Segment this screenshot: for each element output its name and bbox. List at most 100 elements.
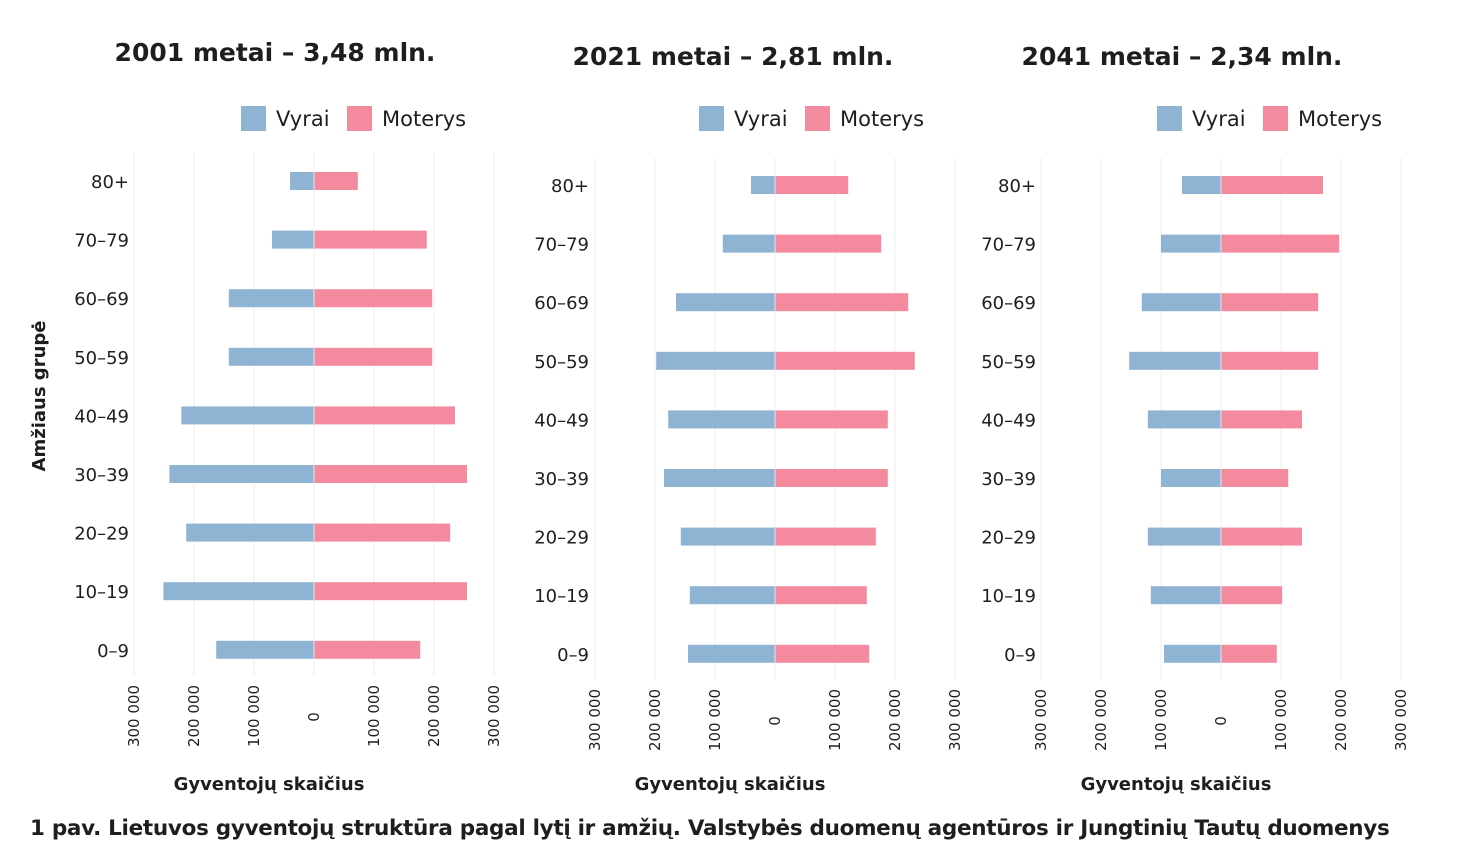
- legend: Vyrai Moterys: [241, 106, 466, 131]
- bar-female: [314, 289, 433, 308]
- x-tick-label: 0: [1212, 716, 1230, 726]
- bar-male: [1164, 644, 1221, 663]
- age-group-label: 20–29: [981, 528, 1036, 549]
- bar-female: [1221, 293, 1319, 312]
- bar-male: [216, 640, 314, 659]
- pyramid-panel-1: 2021 metai – 2,81 mln. Vyrai Moterys 80+ 70–…: [534, 42, 964, 795]
- bar-male: [1150, 586, 1221, 605]
- age-group-label: 60–69: [74, 289, 129, 310]
- legend-swatch-female: [347, 106, 372, 131]
- bar-male: [668, 410, 775, 429]
- age-group-label: 40–49: [74, 406, 129, 427]
- bar-male: [676, 293, 775, 312]
- bar-male: [169, 465, 314, 483]
- bar-female: [775, 351, 915, 370]
- bar-male: [664, 469, 775, 487]
- age-group-label: 70–79: [74, 231, 129, 252]
- legend-swatch-male: [699, 106, 724, 131]
- x-tick-label: 200 000: [1332, 689, 1350, 751]
- bar-male: [228, 289, 314, 308]
- legend-label-female: Moterys: [1298, 107, 1382, 131]
- age-group-label: 10–19: [74, 582, 129, 603]
- bar-female: [314, 640, 421, 659]
- age-group-label: 0–9: [97, 641, 129, 662]
- legend-swatch-female: [805, 106, 830, 131]
- legend: Vyrai Moterys: [699, 106, 924, 131]
- x-tick-label: 300 000: [586, 689, 604, 751]
- x-tick-label: 0: [766, 716, 784, 726]
- legend-swatch-male: [1157, 106, 1182, 131]
- age-group-label: 20–29: [74, 524, 129, 545]
- legend-label-male: Vyrai: [734, 107, 788, 131]
- x-tick-label: 300 000: [485, 685, 503, 747]
- bar-female: [775, 586, 867, 605]
- bar-female: [775, 644, 870, 663]
- chart-title: 2041 metai – 2,34 mln.: [1022, 42, 1343, 71]
- bar-male: [228, 347, 314, 366]
- age-group-label: 0–9: [557, 645, 589, 666]
- age-group-label: 10–19: [981, 586, 1036, 607]
- bar-female: [314, 523, 451, 542]
- bar-female: [1221, 410, 1302, 429]
- bar-male: [1161, 469, 1221, 487]
- x-tick-label: 200 000: [646, 689, 664, 751]
- bar-female: [314, 465, 467, 483]
- bar-female: [314, 582, 467, 601]
- age-group-label: 30–39: [981, 469, 1036, 490]
- age-group-label: 80+: [998, 176, 1036, 197]
- pyramid-panel-0: 2001 metai – 3,48 mln. Vyrai Moterys 80+ 70–…: [29, 38, 503, 795]
- bar-female: [775, 293, 909, 312]
- legend-label-male: Vyrai: [1192, 107, 1246, 131]
- bar-male: [186, 523, 314, 542]
- age-group-label: 60–69: [534, 293, 589, 314]
- legend-swatch-female: [1263, 106, 1288, 131]
- bar-female: [775, 234, 882, 253]
- bar-male: [680, 527, 775, 546]
- age-group-label: 50–59: [981, 352, 1036, 373]
- legend-swatch-male: [241, 106, 266, 131]
- bar-female: [314, 347, 433, 366]
- bar-female: [775, 176, 849, 194]
- bar-female: [1221, 351, 1319, 370]
- bar-male: [1147, 410, 1221, 429]
- legend-label-female: Moterys: [840, 107, 924, 131]
- x-tick-label: 100 000: [1272, 689, 1290, 751]
- x-tick-label: 200 000: [185, 685, 203, 747]
- age-group-label: 40–49: [534, 410, 589, 431]
- age-group-label: 30–39: [74, 465, 129, 486]
- bar-male: [1147, 527, 1221, 546]
- figure-caption: 1 pav. Lietuvos gyventojų struktūra paga…: [30, 816, 1390, 841]
- bar-male: [1161, 234, 1221, 253]
- bar-female: [1221, 644, 1277, 663]
- bar-male: [1129, 351, 1221, 370]
- bar-male: [656, 351, 775, 370]
- bar-male: [163, 582, 314, 601]
- bar-female: [1221, 469, 1289, 487]
- bar-female: [314, 172, 358, 190]
- x-tick-label: 200 000: [886, 689, 904, 751]
- age-group-label: 10–19: [534, 586, 589, 607]
- x-tick-label: 300 000: [946, 689, 964, 751]
- pyramid-panel-2: 2041 metai – 2,34 mln. Vyrai Moterys 80+ 70–…: [981, 42, 1410, 795]
- age-group-label: 60–69: [981, 293, 1036, 314]
- x-axis-label: Gyventojų skaičius: [635, 774, 826, 795]
- x-tick-label: 100 000: [706, 689, 724, 751]
- age-group-label: 30–39: [534, 469, 589, 490]
- chart-title: 2021 metai – 2,81 mln.: [573, 42, 894, 71]
- bar-male: [722, 234, 775, 253]
- x-axis-label: Gyventojų skaičius: [1081, 774, 1272, 795]
- x-tick-label: 300 000: [1032, 689, 1050, 751]
- y-axis-label: Amžiaus grupė: [29, 321, 50, 472]
- age-group-label: 40–49: [981, 410, 1036, 431]
- bar-male: [290, 172, 314, 190]
- age-group-label: 50–59: [74, 348, 129, 369]
- legend: Vyrai Moterys: [1157, 106, 1382, 131]
- age-group-label: 50–59: [534, 352, 589, 373]
- bar-female: [314, 230, 427, 249]
- bar-female: [775, 410, 888, 429]
- legend-label-female: Moterys: [382, 107, 466, 131]
- legend-label-male: Vyrai: [276, 107, 330, 131]
- bar-female: [775, 469, 888, 487]
- bar-male: [689, 586, 775, 605]
